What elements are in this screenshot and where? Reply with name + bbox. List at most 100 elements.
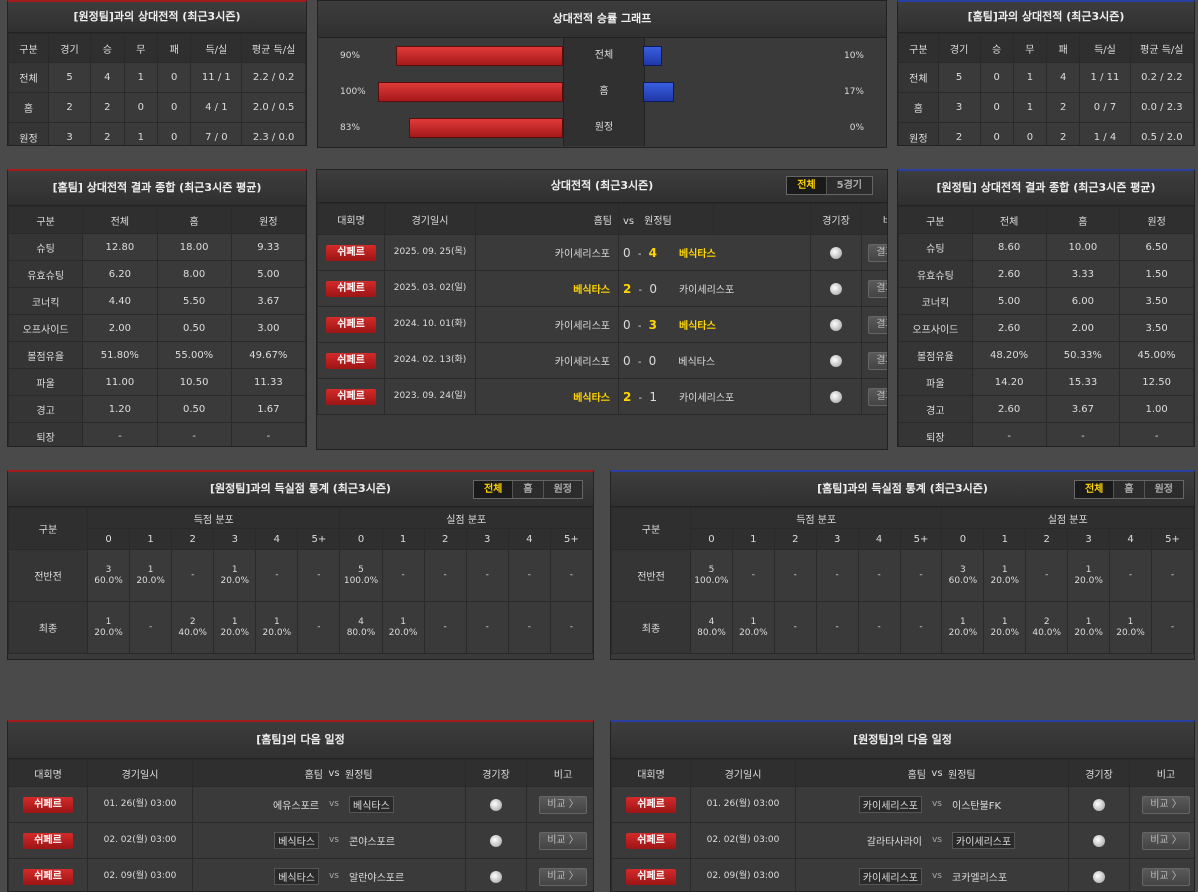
distribution-cell: - — [1150, 549, 1194, 602]
distribution-cell: 3 60.0% — [941, 549, 985, 602]
column-header-away: 원정팀 — [948, 759, 1069, 787]
league-badge[interactable]: 쉬페르 — [626, 832, 676, 849]
column-header: 승 — [979, 33, 1014, 63]
goal-count: 1 — [273, 616, 280, 627]
table-cell: 2.0 / 0.5 — [241, 92, 306, 123]
row-label: 경고 — [8, 395, 84, 423]
away-team: 카이세리스포 — [678, 393, 735, 404]
compare-button[interactable]: 비교 〉 — [539, 867, 587, 886]
table-cell: 4 / 1 — [190, 92, 243, 123]
column-header: 패 — [156, 33, 192, 63]
stadium-icon[interactable] — [830, 354, 842, 367]
league-badge[interactable]: 쉬페르 — [23, 832, 73, 849]
result-button[interactable]: 결과 〉 — [868, 387, 887, 406]
score-dash: - — [635, 393, 646, 404]
league-badge[interactable]: 쉬페르 — [23, 868, 73, 885]
tab-home[interactable]: 홈 — [1113, 481, 1143, 498]
home-score: 0 — [623, 354, 631, 368]
league-badge[interactable]: 쉬페르 — [326, 316, 376, 333]
league-badge[interactable]: 쉬페르 — [326, 388, 376, 405]
tab-home[interactable]: 홈 — [512, 481, 542, 498]
away-score: 0 — [648, 354, 657, 368]
compare-button[interactable]: 비교 〉 — [1142, 831, 1190, 850]
goal-count: 1 — [231, 616, 238, 627]
away-team: 카이세리스포 — [952, 832, 1016, 849]
table-row: 전반전 3 60.0% 1 20.0% -1 20.0% - -5 100.0% - - - - - — [8, 549, 593, 602]
tab-away[interactable]: 원정 — [1143, 481, 1183, 498]
stadium-icon[interactable] — [490, 870, 502, 883]
table-cell: 1.67 — [230, 395, 306, 423]
stadium-icon[interactable] — [830, 318, 842, 331]
note-cell: 결과 〉 — [861, 270, 887, 307]
goal-count: - — [835, 570, 839, 580]
table-cell: 3.67 — [230, 287, 306, 315]
goal-column-header: 5+ — [549, 528, 593, 550]
column-header: 원정 — [230, 206, 306, 234]
compare-button[interactable]: 비교 〉 — [539, 831, 587, 850]
stadium-icon[interactable] — [490, 834, 502, 847]
league-cell: 쉬페르 — [8, 858, 88, 891]
left-percent: 83% — [340, 123, 361, 133]
away-goals-title-text: [원정팀]과의 득실점 통계 (최근3시즌) — [210, 482, 391, 495]
vs-label: vs — [623, 215, 635, 227]
stadium-icon[interactable] — [830, 390, 842, 403]
tab-all[interactable]: 전체 — [787, 177, 826, 194]
league-badge[interactable]: 쉬페르 — [626, 868, 676, 885]
stadium-icon[interactable] — [1093, 834, 1105, 847]
table-row: 쉬페르 01. 26(월) 03:00 카이세리스포 vs 이스탄불FK 비교 〉 — [611, 786, 1194, 823]
table-row: 쉬페르 2025. 09. 25(목)카이세리스포 0 - 4 베식타스 결과 〉 — [317, 234, 887, 271]
away-team-cell: 베식타스 — [345, 786, 466, 823]
distribution-cell: - — [381, 549, 425, 602]
compare-button[interactable]: 비교 〉 — [539, 795, 587, 814]
league-badge[interactable]: 쉬페르 — [23, 796, 73, 813]
column-header-home: 홈팀 — [475, 203, 619, 235]
compare-button[interactable]: 비교 〉 — [1142, 867, 1190, 886]
row-label: 전체 — [898, 62, 939, 93]
date-cell: 01. 26(월) 03:00 — [690, 786, 796, 823]
tab-all[interactable]: 전체 — [473, 481, 513, 498]
stadium-icon[interactable] — [1093, 798, 1105, 811]
result-button[interactable]: 결과 〉 — [868, 279, 887, 298]
tab-away[interactable]: 원정 — [542, 481, 582, 498]
stadium-icon[interactable] — [830, 246, 842, 259]
home-score: 0 — [623, 246, 631, 260]
home-h2h-panel: [홈팀]과의 상대전적 (최근3시즌) 구분 경기 승 무 패 득/실 평균 득/실 전체 5 0… — [897, 0, 1195, 146]
vs-label: vs — [328, 835, 339, 845]
stadium-icon[interactable] — [490, 798, 502, 811]
result-button[interactable]: 결과 〉 — [868, 351, 887, 370]
distribution-cell: - — [815, 549, 859, 602]
column-header: 전체 — [82, 206, 158, 234]
column-header-note: 비고 — [526, 759, 593, 787]
header-row: 구분 득점 분포 실점 분포 — [611, 507, 1194, 550]
table-cell: 2 — [1046, 122, 1081, 145]
note-cell: 비교 〉 — [1129, 822, 1194, 859]
goal-percent: 20.0% — [1116, 627, 1145, 638]
distribution-cell: - — [465, 601, 509, 654]
home-team: 베식타스 — [475, 270, 619, 307]
league-badge[interactable]: 쉬페르 — [626, 796, 676, 813]
tab-all[interactable]: 전체 — [1074, 481, 1114, 498]
table-row: 유효슈팅 6.20 8.00 5.00 — [8, 260, 306, 288]
league-badge[interactable]: 쉬페르 — [326, 280, 376, 297]
table-cell: 5 — [47, 62, 92, 93]
league-badge[interactable]: 쉬페르 — [326, 244, 376, 261]
result-button[interactable]: 결과 〉 — [868, 315, 887, 334]
compare-button[interactable]: 비교 〉 — [1142, 795, 1190, 814]
goal-percent: 20.0% — [1074, 575, 1103, 586]
away-score: 1 — [649, 390, 657, 404]
home-score: 2 — [623, 390, 632, 404]
stadium-cell — [810, 306, 862, 343]
table-cell: 2.60 — [971, 314, 1047, 342]
home-h2h-title: [홈팀]과의 상대전적 (최근3시즌) — [898, 2, 1194, 33]
stadium-icon[interactable] — [830, 282, 842, 295]
table-row: 퇴장 - - - — [8, 422, 306, 446]
goal-column-header: 2 — [171, 528, 215, 550]
table-row: 원정 2 0 0 2 1 / 4 0.5 / 2.0 — [898, 122, 1194, 145]
tab-5games[interactable]: 5경기 — [825, 177, 872, 194]
table-cell: 55.00% — [156, 341, 232, 369]
result-button[interactable]: 결과 〉 — [868, 243, 887, 262]
away-team: 콘야스포르 — [349, 837, 395, 848]
goal-count: - — [275, 570, 279, 580]
stadium-icon[interactable] — [1093, 870, 1105, 883]
league-badge[interactable]: 쉬페르 — [326, 352, 376, 369]
